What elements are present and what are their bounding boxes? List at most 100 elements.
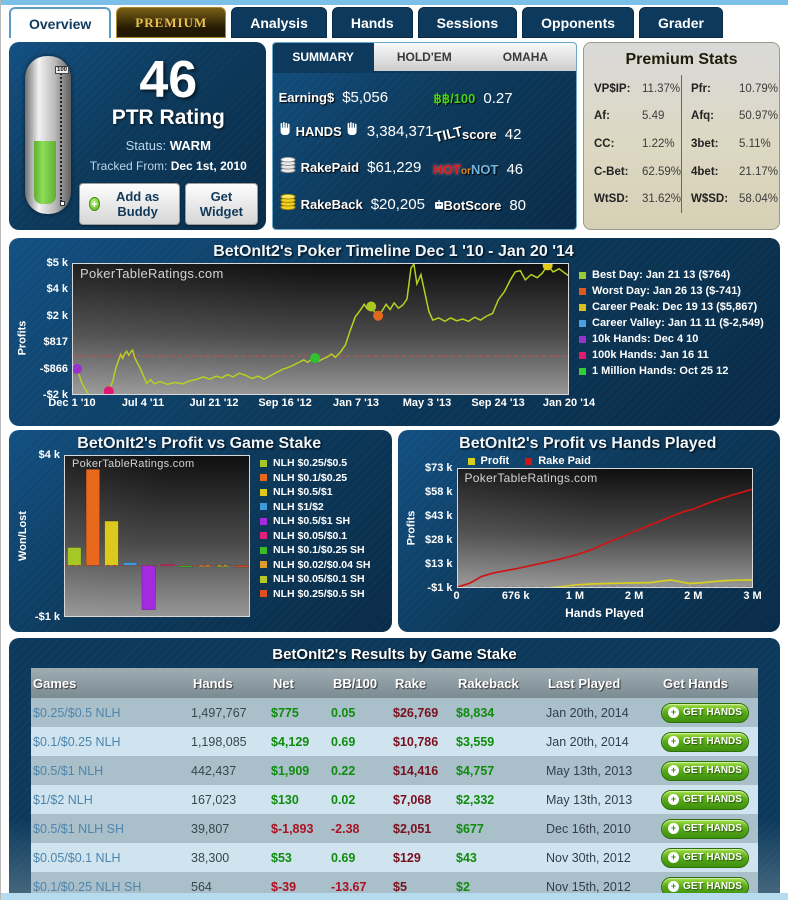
cell-rake: $129 bbox=[393, 850, 421, 865]
cell-bb100: 0.02 bbox=[331, 792, 356, 807]
hands-chart: Profits $73 k $58 k $43 k $28 k $13 k -$1 k P… bbox=[404, 462, 773, 620]
get-hands-button[interactable]: + GET HANDS bbox=[661, 789, 749, 810]
summary-tab-summary[interactable]: SUMMARY bbox=[272, 43, 374, 73]
legend-label: Best Day: Jan 21 13 ($764) bbox=[592, 269, 731, 281]
premium-stat-value: 50.97% bbox=[739, 110, 779, 123]
table-row[interactable]: $0.25/$0.5 NLH 1,497,767 $775 0.05 $26,769 $8… bbox=[31, 698, 758, 727]
legend-swatch bbox=[579, 287, 586, 295]
summary-tab-omaha[interactable]: OMAHA bbox=[474, 43, 576, 73]
cell-rake: $14,416 bbox=[393, 763, 439, 778]
stake-chart-title: BetOnIt2's Profit vs Game Stake bbox=[77, 435, 322, 452]
premium-stat-label: WtSD: bbox=[594, 193, 629, 206]
premium-stat: 3bet: 5.11% bbox=[691, 138, 778, 150]
cell-game[interactable]: $1/$2 NLH bbox=[33, 792, 93, 807]
summary-tab-bar: SUMMARY HOLD'EM OMAHA bbox=[272, 43, 576, 73]
table-row[interactable]: $0.5/$1 NLH SH 39,807 $-1,893 -2.38 $2,051 $6… bbox=[31, 814, 758, 843]
tracked-from-line: Tracked From: Dec 1st, 2010 bbox=[79, 159, 258, 173]
get-hands-button[interactable]: + GET HANDS bbox=[661, 760, 749, 781]
tab-overview[interactable]: Overview bbox=[9, 7, 112, 38]
cell-get-hands: + GET HANDS bbox=[661, 818, 759, 839]
table-row[interactable]: $0.1/$0.25 NLH 1,198,085 $4,129 0.69 $10,786… bbox=[31, 727, 758, 756]
premium-stats-panel: Premium Stats VP$IP: 11.37% Af: 5.49 CC: 1.22… bbox=[583, 42, 780, 230]
stake-yticks: $4 k -$1 k bbox=[30, 449, 64, 623]
timeline-xtick: Jul 4 '11 bbox=[121, 397, 165, 409]
legend-swatch bbox=[260, 532, 267, 539]
cell-net: $-1,893 bbox=[271, 821, 314, 836]
ptr-rating-label: PTR Rating bbox=[111, 106, 225, 129]
thermometer-bottom-mark bbox=[60, 201, 65, 206]
timeline-xtick: Jul 21 '12 bbox=[189, 397, 239, 409]
legend-swatch bbox=[579, 271, 586, 279]
column-header-bb100: BB/100 bbox=[333, 675, 378, 691]
summary-right-column: ฿฿/100 0.27 TILTscore 42 HOTorNOT 46 BotScore 8… bbox=[432, 81, 566, 223]
get-hands-button[interactable]: + GET HANDS bbox=[661, 847, 749, 868]
legend-label: NLH $0.1/$0.25 SH bbox=[273, 544, 365, 556]
status-line: Status: WARM bbox=[79, 138, 258, 153]
column-header-lastplayed: Last Played bbox=[548, 675, 621, 691]
stat-label-earnings: Earning$ bbox=[278, 90, 335, 106]
cell-last-played: Nov 15th, 2012 bbox=[546, 879, 631, 894]
plus-icon: + bbox=[668, 852, 680, 863]
top-panels-row: 100 46 PTR Rating Status: WARM Tracked F… bbox=[1, 38, 788, 230]
legend-label: NLH $0.05/$0.1 SH bbox=[273, 573, 365, 585]
cell-bb100: 0.05 bbox=[331, 705, 356, 720]
timeline-ytick: $817 bbox=[43, 336, 68, 349]
premium-stat: Af: 5.49 bbox=[594, 110, 681, 122]
cell-rake: $5 bbox=[393, 879, 407, 894]
tab-opponents[interactable]: Opponents bbox=[522, 7, 635, 38]
table-row[interactable]: $1/$2 NLH 167,023 $130 0.02 $7,068 $2,332 May … bbox=[31, 785, 758, 814]
cell-game[interactable]: $0.25/$0.5 NLH bbox=[33, 705, 121, 720]
column-header-rake: Rake bbox=[395, 675, 427, 691]
cell-hands: 167,023 bbox=[191, 792, 237, 807]
premium-stat: C-Bet: 62.59% bbox=[594, 166, 681, 178]
legend-label: Worst Day: Jan 26 13 ($-741) bbox=[592, 285, 741, 297]
cell-game[interactable]: $0.1/$0.25 NLH SH bbox=[33, 879, 142, 894]
get-hands-button[interactable]: + GET HANDS bbox=[661, 818, 749, 839]
timeline-legend-item: 1 Million Hands: Oct 25 12 bbox=[579, 365, 764, 377]
get-widget-button[interactable]: Get Widget bbox=[185, 183, 258, 225]
cell-game[interactable]: $0.5/$1 NLH SH bbox=[33, 821, 125, 836]
summary-tab-holdem[interactable]: HOLD'EM bbox=[373, 43, 475, 73]
table-row[interactable]: $0.05/$0.1 NLH 38,300 $53 0.69 $129 $43 Nov 30… bbox=[31, 843, 758, 872]
hands-xtick: 2 M bbox=[684, 590, 703, 602]
cell-rakeback: $2,332 bbox=[456, 792, 495, 807]
get-hands-button[interactable]: + GET HANDS bbox=[661, 731, 749, 752]
add-as-buddy-button[interactable]: + Add as Buddy bbox=[79, 183, 181, 225]
get-hands-button[interactable]: + GET HANDS bbox=[661, 702, 749, 723]
stake-ylabel: Won/Lost bbox=[16, 511, 29, 561]
stat-value-bb100: 0.27 bbox=[483, 90, 513, 108]
tab-hands[interactable]: Hands bbox=[331, 7, 413, 38]
get-hands-label: GET HANDS bbox=[683, 881, 742, 892]
cell-game[interactable]: $0.05/$0.1 NLH bbox=[33, 850, 121, 865]
results-table-panel: BetOnIt2's Results by Game Stake Games Ha… bbox=[9, 638, 780, 898]
cell-get-hands: + GET HANDS bbox=[661, 731, 759, 752]
results-table-body: $0.25/$0.5 NLH 1,497,767 $775 0.05 $26,769 $8… bbox=[31, 698, 758, 898]
cell-bb100: 0.69 bbox=[331, 734, 356, 749]
premium-stat-label: 3bet: bbox=[691, 137, 719, 150]
timeline-legend-item: Career Valley: Jan 11 11 ($-2,549) bbox=[579, 317, 764, 329]
legend-label: Rake Paid bbox=[538, 455, 591, 467]
stake-legend-item: NLH $0.25/$0.5 SH bbox=[260, 588, 370, 600]
premium-stat: W$SD: 58.04% bbox=[691, 193, 778, 205]
top-accent-strip bbox=[1, 0, 788, 5]
hands-ytick: $58 k bbox=[424, 486, 453, 498]
timeline-plot-zone: PokerTableRatings.com Dec 1 '10 Jul 4 '11… bbox=[48, 263, 595, 412]
table-row[interactable]: $0.5/$1 NLH 442,437 $1,909 0.22 $14,416 $4,75… bbox=[31, 756, 758, 785]
timeline-legend-item: Worst Day: Jan 26 13 ($-741) bbox=[579, 285, 764, 297]
tab-grader[interactable]: Grader bbox=[639, 7, 723, 38]
cell-game[interactable]: $0.1/$0.25 NLH bbox=[33, 734, 121, 749]
plus-icon: + bbox=[668, 794, 680, 805]
legend-swatch bbox=[579, 319, 586, 327]
tab-premium[interactable]: PREMIUM bbox=[116, 7, 227, 38]
tab-sessions[interactable]: Sessions bbox=[417, 7, 518, 38]
tab-analysis[interactable]: Analysis bbox=[231, 7, 327, 38]
timeline-xtick: Jan 20 '14 bbox=[542, 397, 596, 409]
premium-stat-label: CC: bbox=[594, 137, 615, 150]
hands-legend-item: Rake Paid bbox=[525, 455, 591, 467]
legend-swatch bbox=[467, 457, 475, 465]
cell-game[interactable]: $0.5/$1 NLH bbox=[33, 763, 104, 778]
premium-stat-label: C-Bet: bbox=[594, 165, 629, 178]
column-header-rakeback: Rakeback bbox=[458, 675, 519, 691]
get-hands-label: GET HANDS bbox=[683, 736, 742, 747]
watermark: PokerTableRatings.com bbox=[464, 471, 598, 485]
